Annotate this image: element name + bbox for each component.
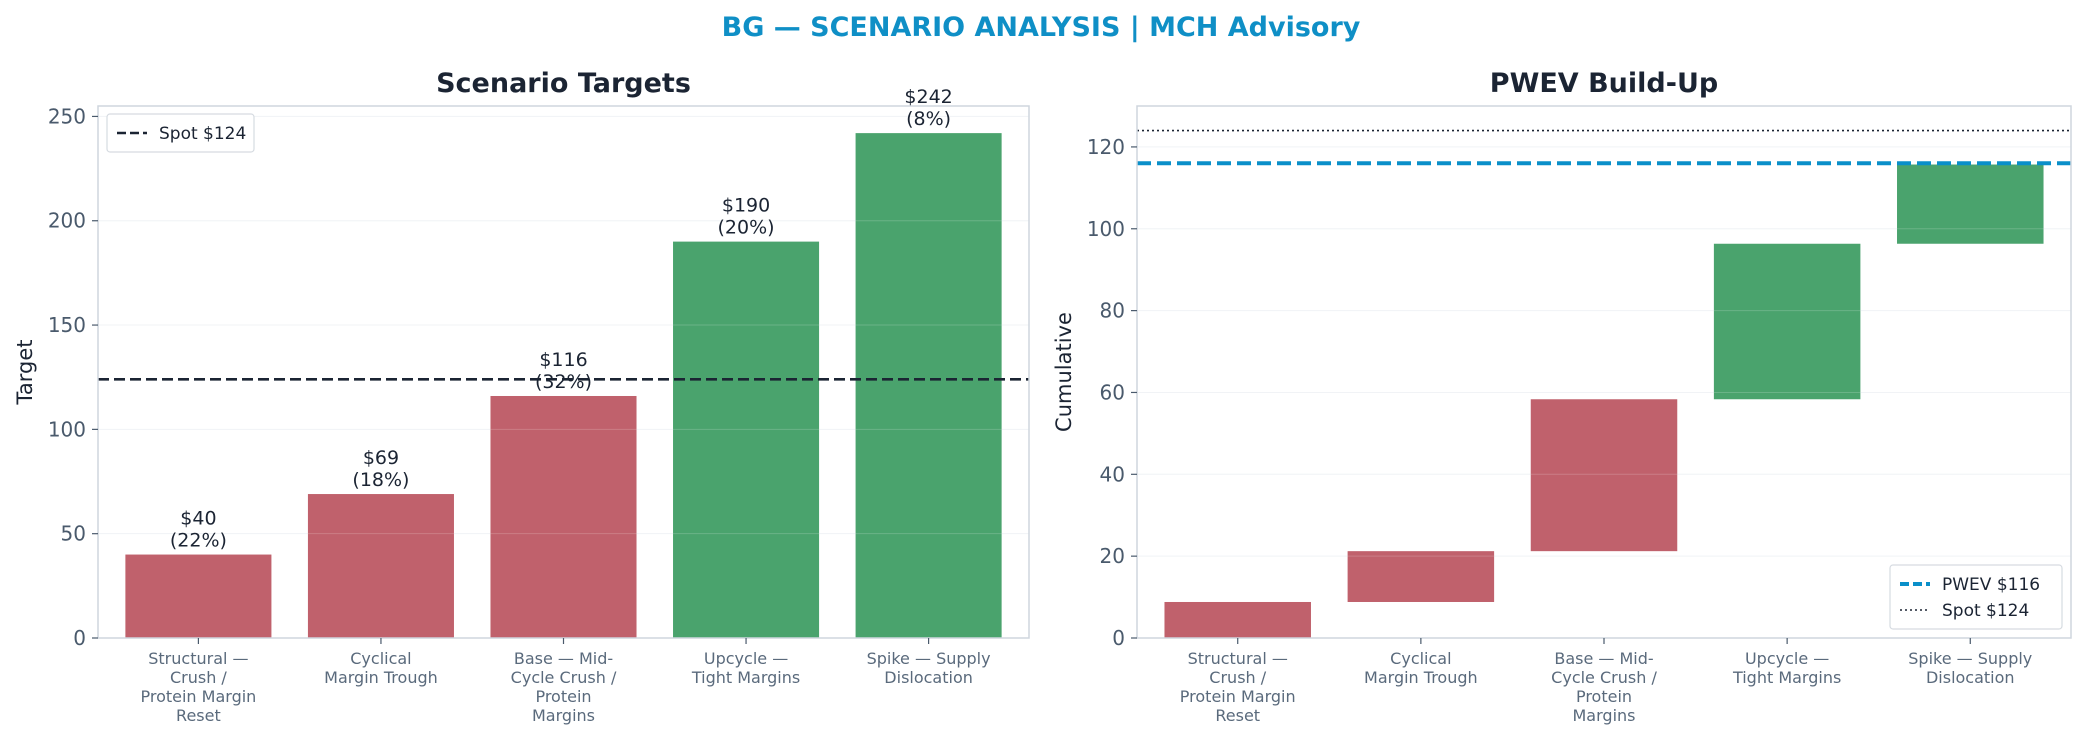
y-tick-label: 100: [48, 417, 86, 441]
bar: [490, 395, 637, 638]
x-category-label-line: Crush /: [170, 668, 227, 687]
data-label-line: (8%): [906, 108, 951, 130]
x-category-label: Cyclical Margin Trough: [324, 649, 438, 687]
x-category-label-line: Upcycle —: [1745, 649, 1829, 668]
figure-suptitle: BG — SCENARIO ANALYSIS | MCH Advisory: [722, 12, 1361, 43]
x-category-label-line: Protein: [535, 687, 591, 706]
x-category-label-line: Protein Margin: [1180, 687, 1296, 706]
bar: [673, 241, 820, 638]
data-label-line: (20%): [718, 217, 775, 239]
x-category-label: Base — Mid-Cycle Crush / Protein Margins: [1551, 649, 1657, 725]
x-category-label-line: Spike — Supply: [1908, 649, 2032, 668]
y-tick-label: 80: [1100, 299, 1125, 323]
x-category-label: Structural — Crush / Protein Margin Reset: [140, 649, 256, 725]
x-category-label-line: Dislocation: [884, 668, 973, 687]
x-category-label-line: Reset: [176, 706, 221, 725]
y-tick-label: 150: [48, 313, 86, 337]
x-category-label-line: Margin Trough: [324, 668, 438, 687]
legend-label: PWEV $116: [1942, 575, 2040, 595]
data-label-line: (22%): [170, 530, 227, 552]
x-category-label: Cyclical Margin Trough: [1364, 649, 1478, 687]
data-label-line: (18%): [352, 469, 409, 491]
x-category-label-line: Tight Margins: [691, 668, 800, 687]
y-tick-label: 60: [1100, 380, 1125, 404]
x-category-label: Structural — Crush / Protein Margin Reset: [1180, 649, 1296, 725]
x-category-label-line: Base — Mid-: [514, 649, 613, 668]
x-category-label: Spike — Supply Dislocation: [867, 649, 991, 687]
legend-label: Spot $124: [159, 124, 246, 144]
y-tick-label: 100: [1087, 217, 1125, 241]
chart-title: Scenario Targets: [436, 68, 691, 99]
y-tick-label: 0: [73, 626, 86, 650]
data-label: $190 (20%): [718, 195, 775, 239]
data-label: $69 (18%): [352, 447, 409, 491]
y-tick-label: 50: [61, 522, 86, 546]
x-category-label-line: Protein Margin: [140, 687, 256, 706]
x-category-label-line: Structural —: [148, 649, 248, 668]
data-label-line: $190: [722, 195, 770, 217]
legend: Spot $124: [106, 113, 255, 153]
bar: [1713, 243, 1861, 400]
y-tick-label: 200: [48, 209, 86, 233]
data-label-line: $242: [904, 86, 952, 108]
x-category-label-line: Reset: [1215, 706, 1260, 725]
data-label-line: $40: [180, 508, 216, 530]
y-tick-label: 0: [1112, 626, 1125, 650]
legend-box: [1889, 564, 2063, 630]
x-category-label-line: Base — Mid-: [1554, 649, 1653, 668]
bar: [307, 494, 454, 638]
y-axis-label: Cumulative: [1052, 312, 1076, 432]
bar: [125, 554, 272, 638]
data-label-line: $116: [539, 349, 587, 371]
bar: [1347, 551, 1495, 602]
y-tick-label: 40: [1100, 462, 1125, 486]
legend-box: [106, 113, 255, 153]
bar: [1164, 601, 1311, 638]
x-category-label-line: Tight Margins: [1732, 668, 1841, 687]
x-category-label: Upcycle — Tight Margins: [1732, 649, 1841, 687]
legend: PWEV $116 Spot $124: [1889, 564, 2063, 630]
x-category-label-line: Structural —: [1188, 649, 1288, 668]
x-category-label-line: Protein: [1576, 687, 1632, 706]
y-tick-label: 120: [1087, 135, 1125, 159]
x-category-label-line: Cyclical: [1390, 649, 1451, 668]
panel-scenario-targets: $40 (22%) $69 (18%) $116 (32%) $190 (20%) $242 (8…: [13, 68, 1030, 725]
x-category-label-line: Spike — Supply: [867, 649, 991, 668]
y-axis-label: Target: [13, 340, 37, 406]
x-category-label-line: Margin Trough: [1364, 668, 1478, 687]
x-category-label-line: Dislocation: [1926, 668, 2015, 687]
x-category-label-line: Cycle Crush /: [511, 668, 617, 687]
data-label: $242 (8%): [904, 86, 952, 130]
data-label-line: $69: [363, 447, 399, 469]
y-tick-label: 250: [48, 104, 86, 128]
bar: [855, 133, 1002, 638]
x-category-label-line: Margins: [532, 706, 595, 725]
data-label-line: (32%): [535, 371, 592, 393]
x-category-label-line: Crush /: [1209, 668, 1266, 687]
bar: [1530, 399, 1678, 552]
legend-label: Spot $124: [1942, 601, 2029, 621]
y-tick-label: 20: [1100, 544, 1125, 568]
data-label: $40 (22%): [170, 508, 227, 552]
data-label: $116 (32%): [535, 349, 592, 393]
bar: [1897, 164, 2044, 244]
x-category-label-line: Cycle Crush /: [1551, 668, 1657, 687]
chart-title: PWEV Build-Up: [1490, 68, 1718, 99]
x-category-label-line: Upcycle —: [704, 649, 788, 668]
x-category-label-line: Margins: [1573, 706, 1636, 725]
x-category-label: Upcycle — Tight Margins: [691, 649, 800, 687]
x-category-label: Spike — Supply Dislocation: [1908, 649, 2032, 687]
x-category-label: Base — Mid-Cycle Crush / Protein Margins: [511, 649, 617, 725]
x-category-label-line: Cyclical: [350, 649, 411, 668]
